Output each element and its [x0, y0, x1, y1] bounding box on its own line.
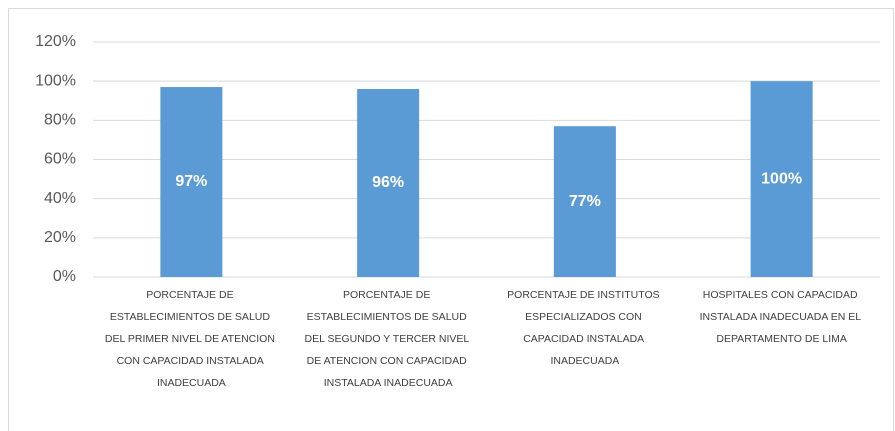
value-label: 77%	[569, 193, 601, 210]
y-tick-label: 60%	[44, 151, 76, 168]
y-tick-label: 0%	[53, 268, 76, 285]
x-tick-label: PORCENTAJE DE ESTABLECIMIENTOS DE SALUD …	[304, 289, 471, 389]
x-tick-label: PORCENTAJE DE INSTITUTOS ESPECIALIZADOS …	[507, 289, 662, 367]
y-tick-label: 100%	[35, 72, 76, 89]
bar	[160, 87, 223, 278]
y-tick-label: 120%	[35, 33, 76, 50]
y-tick-label: 40%	[44, 190, 76, 207]
bar	[750, 81, 813, 278]
chart-frame	[8, 8, 894, 431]
bar	[553, 126, 616, 277]
bar	[357, 89, 420, 277]
x-tick-label: PORCENTAJE DE ESTABLECIMIENTOS DE SALUD …	[105, 289, 278, 389]
value-label: 100%	[761, 170, 802, 187]
y-tick-label: 20%	[44, 229, 76, 246]
value-label: 96%	[372, 174, 404, 191]
value-label: 97%	[175, 173, 207, 190]
y-tick-label: 80%	[44, 112, 76, 129]
x-tick-label: HOSPITALES CON CAPACIDAD INSTALADA INADE…	[700, 289, 864, 345]
